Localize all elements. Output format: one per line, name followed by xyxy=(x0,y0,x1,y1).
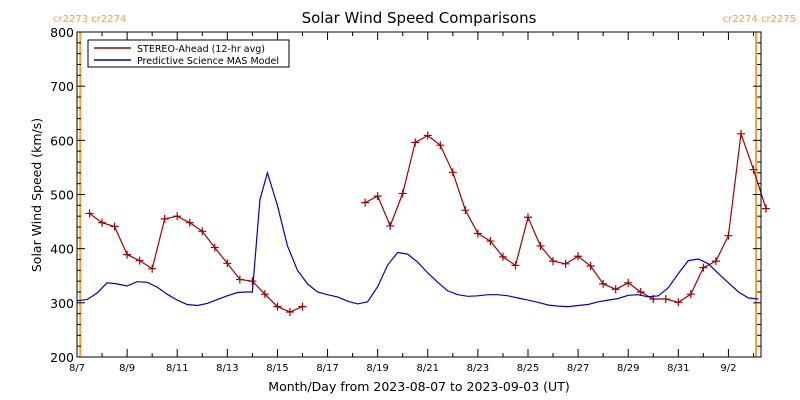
stereo-ahead-point xyxy=(762,204,771,213)
y-tick-label: 800 xyxy=(50,25,74,40)
stereo-ahead-point xyxy=(436,141,445,150)
x-tick-label: 8/19 xyxy=(366,363,388,374)
y-tick-label: 300 xyxy=(50,296,74,311)
stereo-ahead-point xyxy=(473,229,482,238)
stereo-ahead-point xyxy=(285,308,294,317)
stereo-ahead-point xyxy=(223,259,232,268)
x-tick-label: 8/29 xyxy=(617,363,639,374)
legend-box xyxy=(87,39,290,68)
stereo-ahead-point xyxy=(160,214,169,223)
stereo-ahead-point xyxy=(361,198,370,207)
x-tick-label: 8/25 xyxy=(517,363,539,374)
stereo-ahead-point xyxy=(736,129,745,138)
y-tick-label: 400 xyxy=(50,242,74,257)
stereo-ahead-point xyxy=(486,237,495,246)
x-tick-label: 8/15 xyxy=(266,363,288,374)
chart-title: Solar Wind Speed Comparisons xyxy=(302,9,537,27)
stereo-ahead-point xyxy=(511,261,520,270)
carrington-label: cr2273 cr2274 xyxy=(53,14,126,25)
axis-ticks xyxy=(76,31,761,358)
stereo-ahead-point xyxy=(523,213,532,222)
x-tick-label: 9/2 xyxy=(720,363,736,374)
stereo-ahead-point xyxy=(498,252,507,261)
legend: STEREO-Ahead (12-hr avg)Predictive Scien… xyxy=(87,39,290,68)
stereo-ahead-point xyxy=(386,221,395,230)
x-tick-label: 8/21 xyxy=(417,363,439,374)
x-tick-label: 8/13 xyxy=(216,363,238,374)
y-tick-label: 500 xyxy=(50,188,74,203)
y-tick-label: 700 xyxy=(50,79,74,94)
x-tick-label: 8/17 xyxy=(316,363,338,374)
stereo-ahead-point xyxy=(624,278,633,287)
stereo-ahead-point xyxy=(373,192,382,201)
x-tick-label: 8/27 xyxy=(567,363,589,374)
stereo-ahead-point xyxy=(549,257,558,266)
stereo-ahead-point xyxy=(298,302,307,311)
mas-model-line xyxy=(76,170,759,308)
x-tick-label: 8/11 xyxy=(166,363,188,374)
stereo-ahead-point xyxy=(536,241,545,250)
y-axis-label: Solar Wind Speed (km/s) xyxy=(29,118,44,272)
stereo-ahead-point xyxy=(123,250,132,259)
stereo-ahead-point xyxy=(411,138,420,147)
x-tick-label: 8/7 xyxy=(69,363,85,374)
stereo-ahead-point xyxy=(699,263,708,272)
stereo-ahead-line xyxy=(364,133,767,303)
x-axis-label: Month/Day from 2023-08-07 to 2023-09-03 … xyxy=(268,379,569,394)
stereo-ahead-point xyxy=(148,264,157,273)
stereo-ahead-point xyxy=(260,290,269,299)
stereo-ahead-point xyxy=(749,165,758,174)
legend-label-stereo: STEREO-Ahead (12-hr avg) xyxy=(137,44,265,55)
x-tick-label: 8/23 xyxy=(467,363,489,374)
stereo-ahead-point xyxy=(85,209,94,218)
stereo-ahead-point xyxy=(611,285,620,294)
legend-label-mas: Predictive Science MAS Model xyxy=(137,56,279,67)
x-tick-label: 8/31 xyxy=(667,363,689,374)
stereo-ahead-point xyxy=(724,231,733,240)
y-tick-label: 600 xyxy=(50,133,74,148)
stereo-ahead-point xyxy=(711,257,720,266)
y-tick-label: 200 xyxy=(50,350,74,365)
plot-frame xyxy=(76,31,762,358)
stereo-ahead-point xyxy=(423,131,432,140)
stereo-ahead-point xyxy=(674,298,683,307)
stereo-ahead-point xyxy=(461,206,470,215)
stereo-ahead-point xyxy=(98,218,107,227)
stereo-ahead-point xyxy=(273,302,282,311)
stereo-ahead-point xyxy=(586,262,595,270)
stereo-ahead-point xyxy=(248,277,257,286)
stereo-ahead-point xyxy=(661,295,670,304)
stereo-ahead-point xyxy=(561,259,570,268)
stereo-ahead-point xyxy=(210,243,219,252)
axis-tick-labels: 200 300 400 500 600 700 800 8/7 8/9 8/11 8/13 8/15 8… xyxy=(50,25,736,374)
stereo-ahead-point xyxy=(110,222,119,231)
stereo-ahead-point xyxy=(599,279,608,288)
stereo-ahead-point xyxy=(135,256,144,265)
stereo-ahead-point xyxy=(173,212,182,221)
stereo-ahead-point xyxy=(398,189,407,198)
stereo-ahead-point xyxy=(235,275,244,284)
stereo-ahead-point xyxy=(574,252,583,261)
stereo-ahead-point xyxy=(448,168,457,177)
stereo-ahead-point xyxy=(686,290,695,299)
stereo-ahead-line xyxy=(89,213,303,313)
series-layer xyxy=(76,129,771,317)
carrington-label: cr2274 cr2275 xyxy=(723,14,796,25)
stereo-ahead-point xyxy=(185,218,194,227)
stereo-ahead-point xyxy=(198,227,207,236)
x-tick-label: 8/9 xyxy=(119,363,135,374)
